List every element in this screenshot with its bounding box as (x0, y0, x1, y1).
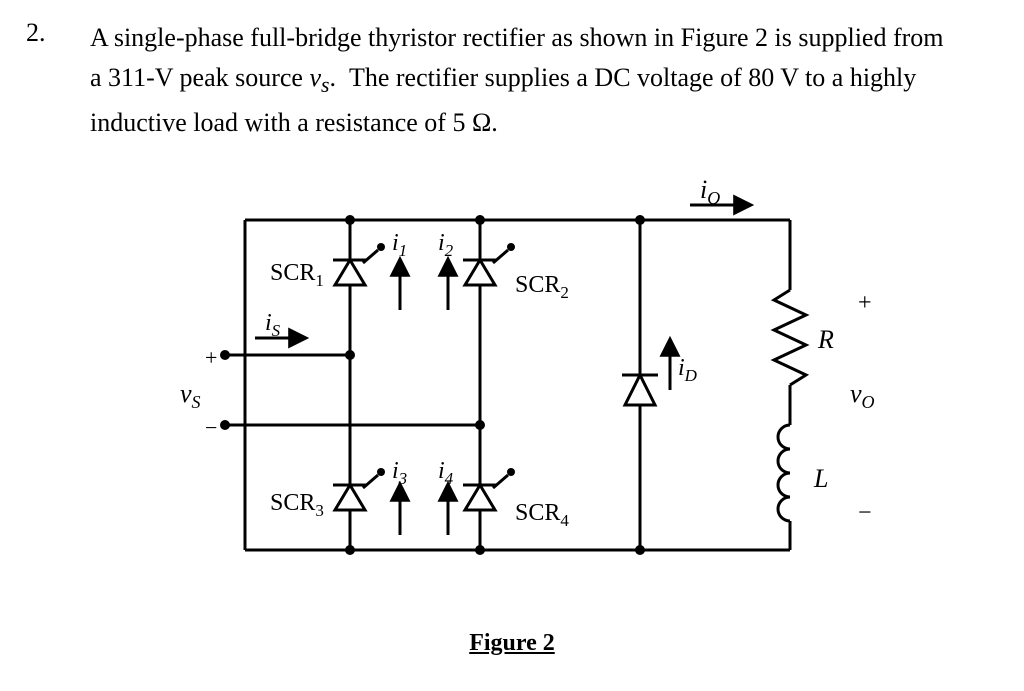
vs-label: vS (180, 379, 201, 412)
io-label: iO (700, 180, 720, 208)
r-label: R (817, 325, 834, 354)
vo-plus: + (858, 290, 872, 316)
problem-line1: A single-phase full-bridge thyristor rec… (90, 23, 944, 52)
vs-plus: + (205, 345, 217, 370)
vs-symbol: v (309, 63, 321, 92)
i4-label: i4 (438, 458, 454, 488)
problem-text: A single-phase full-bridge thyristor rec… (90, 18, 970, 143)
page-root: 2. A single-phase full-bridge thyristor … (0, 0, 1024, 691)
l-label: L (813, 464, 828, 493)
inductor-symbol (778, 425, 790, 521)
diode-symbol (622, 360, 658, 550)
problem-number: 2. (26, 18, 46, 48)
problem-line2b: . The rectifier supplies a DC voltage of… (329, 63, 916, 92)
vo-label: vO (850, 379, 875, 412)
i3-label: i3 (392, 458, 407, 488)
problem-line2a: a 311-V peak source (90, 63, 309, 92)
scr1-label: SCR1 (270, 260, 324, 290)
vs-minus: − (205, 415, 217, 440)
scr1-symbol (333, 243, 385, 355)
scr4-symbol (463, 468, 515, 550)
is-label: iS (265, 310, 281, 340)
scr2-symbol (463, 243, 515, 425)
vo-minus: − (858, 500, 872, 526)
figure-caption: Figure 2 (0, 630, 1024, 657)
id-label: iD (678, 355, 698, 385)
i2-label: i2 (438, 230, 454, 260)
scr3-symbol (333, 468, 385, 550)
circuit-diagram: SCR1 SCR2 SCR3 SCR4 i1 i2 i3 i4 iS + vS … (170, 180, 890, 625)
i1-label: i1 (392, 230, 407, 260)
scr4-label: SCR4 (515, 500, 569, 530)
resistor-symbol (774, 290, 806, 385)
scr2-label: SCR2 (515, 272, 569, 302)
scr3-label: SCR3 (270, 490, 324, 520)
problem-line3: inductive load with a resistance of 5 Ω. (90, 108, 498, 137)
